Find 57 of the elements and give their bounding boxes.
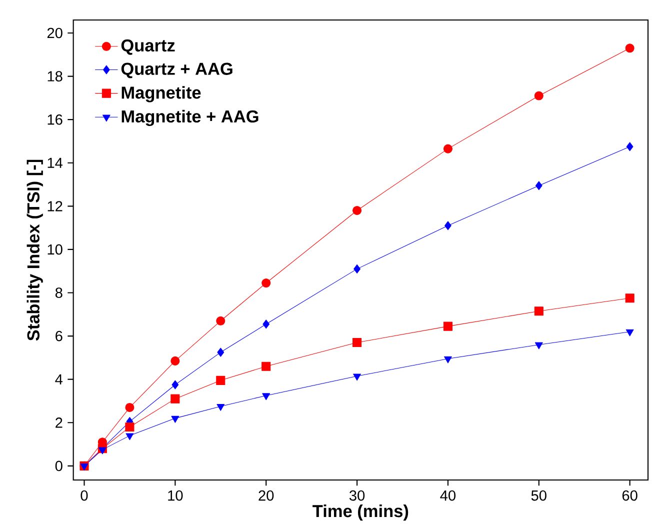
point <box>262 320 270 329</box>
point <box>534 91 544 100</box>
point <box>262 393 270 400</box>
x-tick-label: 50 <box>531 490 546 501</box>
point <box>443 144 452 154</box>
point <box>626 142 634 152</box>
y-tick-label: 4 <box>55 374 63 384</box>
point <box>216 404 225 411</box>
point <box>534 342 543 350</box>
y-tick-label: 8 <box>55 288 62 298</box>
x-tick-label: 40 <box>440 490 456 501</box>
point <box>170 356 180 366</box>
y-tick-label: 16 <box>48 114 62 125</box>
point <box>443 322 452 331</box>
legend-label: Magnetite <box>122 86 201 102</box>
x-tick-label: 20 <box>258 490 274 501</box>
legend-label: Magnetite + AAG <box>122 110 258 126</box>
y-tick-label: 12 <box>48 201 62 212</box>
point <box>216 316 226 326</box>
x-tick-label: 30 <box>349 490 365 501</box>
x-axis-title: Time (mins) <box>312 504 408 521</box>
point <box>170 394 180 404</box>
y-tick-label: 20 <box>47 28 62 38</box>
point <box>80 464 88 470</box>
point <box>217 348 224 357</box>
point <box>535 181 542 190</box>
point <box>98 447 106 454</box>
point <box>625 44 634 53</box>
point <box>125 402 134 412</box>
legend-label: Quartz + AAG <box>121 62 232 78</box>
point <box>172 380 179 390</box>
y-tick-label: 6 <box>56 330 62 342</box>
point <box>352 338 362 348</box>
point <box>262 278 271 288</box>
point <box>626 329 634 336</box>
point <box>262 362 271 371</box>
y-tick-label: 10 <box>48 244 62 255</box>
point <box>353 374 361 381</box>
y-axis-title: Stability Index (TSI) [-] <box>26 160 43 341</box>
point <box>534 306 544 316</box>
x-tick-label: 0 <box>80 490 88 501</box>
point <box>216 376 226 385</box>
point <box>354 264 360 274</box>
point <box>171 416 180 423</box>
legend-label: Quartz <box>121 39 175 55</box>
point <box>125 422 134 432</box>
y-tick-label: 14 <box>48 158 63 168</box>
point <box>126 433 134 440</box>
point <box>352 206 362 216</box>
y-tick-label: 0 <box>55 460 62 472</box>
y-tick-label: 2 <box>56 418 62 428</box>
point <box>444 221 452 230</box>
point <box>625 294 634 303</box>
y-tick-label: 18 <box>48 71 62 82</box>
x-tick-label: 60 <box>622 490 638 501</box>
point <box>444 356 452 364</box>
x-tick-label: 10 <box>168 490 183 501</box>
